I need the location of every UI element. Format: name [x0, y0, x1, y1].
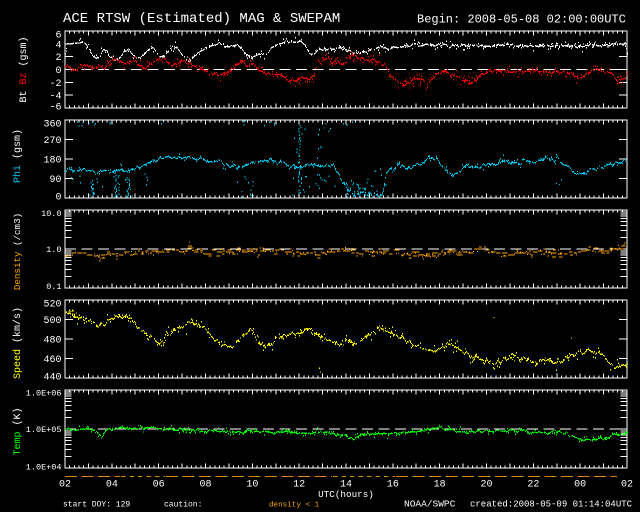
svg-text:-6: -6 [49, 103, 61, 114]
svg-text:0: 0 [55, 193, 61, 204]
svg-text:1.0E+04: 1.0E+04 [26, 463, 62, 473]
svg-text:Density (/cm3): Density (/cm3) [12, 213, 23, 290]
svg-text:0: 0 [55, 66, 61, 77]
svg-text:360: 360 [43, 120, 61, 131]
svg-text:6: 6 [55, 31, 61, 42]
svg-text:4: 4 [55, 40, 61, 51]
svg-text:1.0E+05: 1.0E+05 [26, 425, 62, 435]
svg-text:Bt Bz (gsm): Bt Bz (gsm) [18, 36, 30, 102]
svg-text:density < 1: density < 1 [269, 502, 320, 510]
svg-text:1.0E+06: 1.0E+06 [26, 389, 62, 399]
svg-text:2: 2 [55, 53, 61, 64]
svg-text:500: 500 [43, 316, 61, 327]
svg-text:created:2008-05-09 01:14:04UTC: created:2008-05-09 01:14:04UTC [470, 500, 633, 510]
svg-text:14: 14 [340, 480, 352, 491]
svg-text:02: 02 [59, 480, 71, 491]
svg-text:Phi (gsm): Phi (gsm) [12, 129, 24, 183]
svg-text:90: 90 [49, 175, 61, 186]
svg-text:-4: -4 [49, 92, 61, 103]
svg-text:1.0: 1.0 [46, 245, 61, 255]
svg-text:ACE RTSW (Estimated) MAG & SWE: ACE RTSW (Estimated) MAG & SWEPAM [63, 11, 340, 27]
svg-text:12: 12 [293, 480, 305, 491]
svg-text:440: 440 [43, 373, 61, 384]
svg-text:02: 02 [621, 480, 633, 491]
svg-text:caution:: caution: [164, 501, 202, 510]
svg-text:22: 22 [527, 480, 539, 491]
svg-text:18: 18 [434, 480, 446, 491]
svg-text:180: 180 [43, 156, 61, 167]
svg-text:UTC(hours): UTC(hours) [318, 489, 374, 500]
svg-text:Temp (K): Temp (K) [12, 407, 24, 455]
svg-text:Begin: 2008-05-08 02:00:00UTC: Begin: 2008-05-08 02:00:00UTC [417, 13, 626, 27]
svg-text:start DOY: 129: start DOY: 129 [63, 501, 130, 510]
svg-text:10: 10 [246, 480, 258, 491]
svg-text:NOAA/SWPC: NOAA/SWPC [404, 499, 456, 510]
svg-text:0.1: 0.1 [46, 282, 61, 292]
svg-text:10.0: 10.0 [41, 209, 61, 219]
svg-text:00: 00 [574, 480, 586, 491]
svg-text:Speed (km/s): Speed (km/s) [12, 307, 24, 379]
svg-text:-2: -2 [49, 79, 61, 90]
svg-text:20: 20 [480, 480, 492, 491]
svg-text:16: 16 [387, 480, 399, 491]
svg-text:480: 480 [43, 336, 61, 347]
svg-text:06: 06 [153, 480, 165, 491]
svg-text:460: 460 [43, 355, 61, 366]
svg-text:520: 520 [43, 300, 61, 311]
svg-text:04: 04 [106, 480, 118, 491]
svg-text:08: 08 [199, 480, 211, 491]
svg-text:270: 270 [43, 136, 61, 147]
